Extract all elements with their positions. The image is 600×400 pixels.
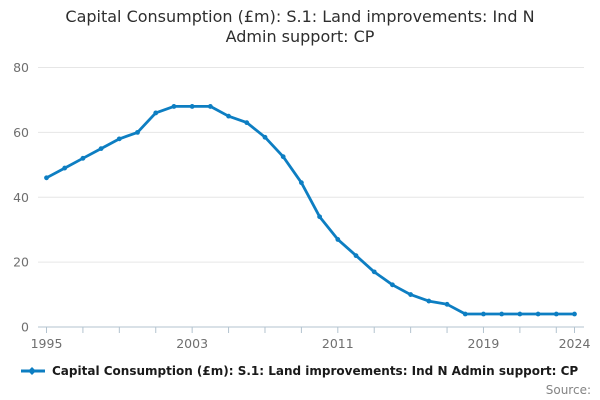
data-point[interactable] xyxy=(499,311,505,317)
data-point[interactable] xyxy=(62,165,68,171)
data-point[interactable] xyxy=(116,136,122,142)
data-point[interactable] xyxy=(44,175,49,181)
data-point[interactable] xyxy=(262,134,268,140)
data-point[interactable] xyxy=(444,301,450,307)
data-point[interactable] xyxy=(189,104,195,109)
data-point[interactable] xyxy=(80,155,86,161)
data-point[interactable] xyxy=(572,311,577,317)
data-point[interactable] xyxy=(298,180,304,186)
y-tick-label: 40 xyxy=(13,190,29,205)
series-line xyxy=(45,105,576,316)
y-tick-label: 80 xyxy=(13,60,29,75)
data-point[interactable] xyxy=(371,269,377,275)
source-label: Source: xyxy=(545,383,591,397)
data-point[interactable] xyxy=(226,113,231,119)
data-point[interactable] xyxy=(390,282,395,288)
data-point[interactable] xyxy=(517,311,523,317)
y-tick-label: 0 xyxy=(21,320,29,335)
x-tick-label: 2011 xyxy=(322,336,354,351)
x-tick-label: 2019 xyxy=(468,336,500,351)
y-tick-label: 20 xyxy=(13,255,29,270)
data-point[interactable] xyxy=(171,104,177,109)
data-point[interactable] xyxy=(335,237,341,242)
data-point[interactable] xyxy=(244,120,250,126)
legend-line-marker-icon xyxy=(21,367,45,375)
chart-title-line1: Capital Consumption (£m): S.1: Land impr… xyxy=(65,7,535,26)
x-tick-label: 1995 xyxy=(31,336,63,351)
data-point[interactable] xyxy=(462,311,468,317)
y-tick-label: 60 xyxy=(13,125,29,140)
data-point[interactable] xyxy=(553,311,559,317)
legend-label: Capital Consumption (£m): S.1: Land impr… xyxy=(52,364,579,378)
legend-item[interactable]: Capital Consumption (£m): S.1: Land impr… xyxy=(20,364,578,378)
data-point[interactable] xyxy=(481,311,486,317)
chart-title: Capital Consumption (£m): S.1: Land impr… xyxy=(0,7,600,47)
data-point[interactable] xyxy=(135,129,140,135)
x-tick-label: 2024 xyxy=(559,336,591,351)
data-point[interactable] xyxy=(353,253,359,259)
data-point[interactable] xyxy=(408,292,414,297)
data-point[interactable] xyxy=(280,154,286,160)
data-point[interactable] xyxy=(426,298,432,304)
data-point[interactable] xyxy=(153,110,159,116)
data-point[interactable] xyxy=(98,146,104,151)
chart-title-line2: Admin support: CP xyxy=(225,27,375,46)
data-point[interactable] xyxy=(207,104,213,109)
x-tick-label: 2003 xyxy=(176,336,208,351)
data-point[interactable] xyxy=(535,311,541,317)
data-point[interactable] xyxy=(317,214,323,220)
